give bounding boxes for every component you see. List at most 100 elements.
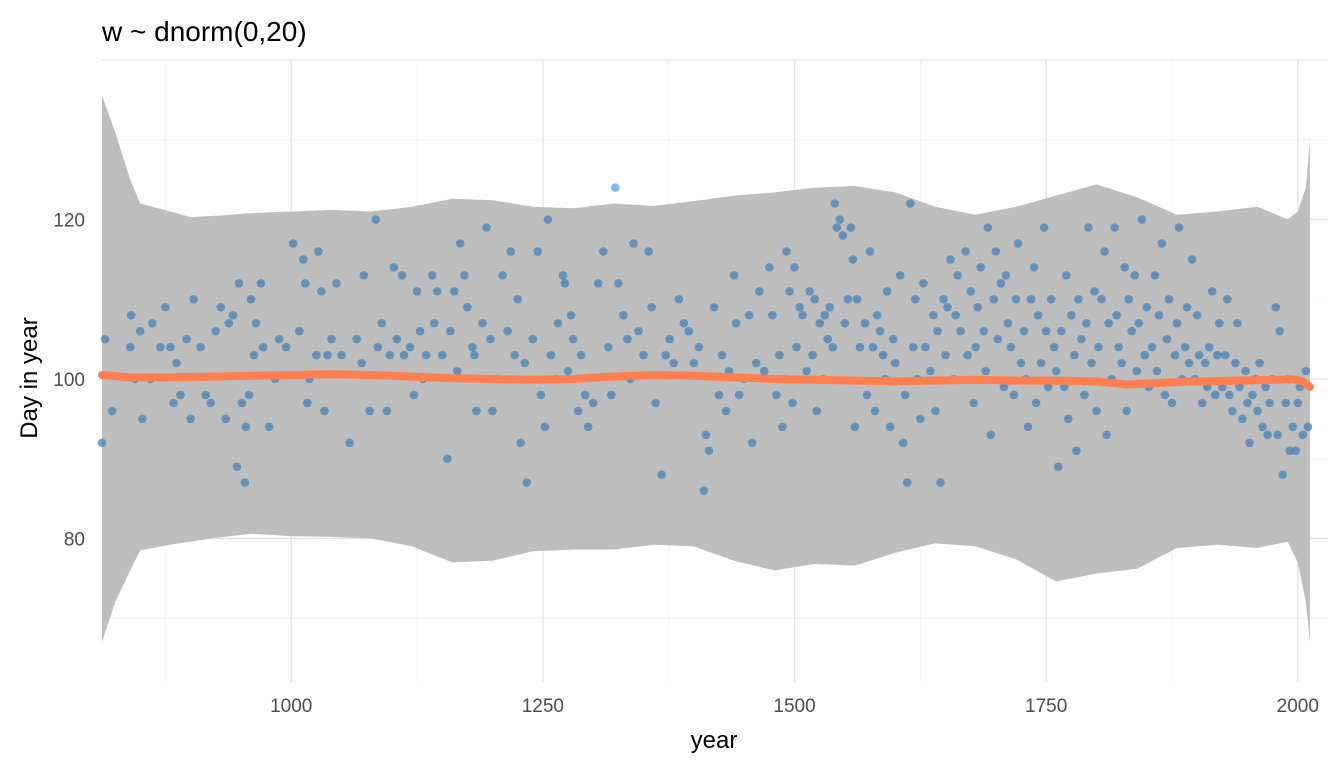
- data-point: [201, 390, 210, 400]
- data-point: [224, 318, 234, 328]
- data-point: [1241, 366, 1250, 376]
- data-point: [1278, 470, 1287, 480]
- data-point: [182, 334, 191, 344]
- data-point: [1057, 326, 1066, 336]
- data-point: [674, 294, 684, 304]
- data-point: [156, 342, 165, 352]
- data-point: [798, 310, 807, 320]
- data-point: [785, 287, 794, 296]
- data-point: [651, 398, 660, 408]
- data-point: [855, 342, 865, 352]
- data-point: [976, 263, 985, 272]
- data-point: [468, 342, 477, 352]
- data-point: [281, 342, 291, 352]
- data-point: [1281, 398, 1290, 408]
- data-point: [301, 279, 310, 288]
- data-point: [973, 302, 982, 312]
- data-point: [1162, 334, 1172, 344]
- data-point: [979, 326, 989, 336]
- data-point: [993, 334, 1003, 344]
- data-point: [580, 390, 590, 400]
- data-point: [568, 334, 578, 344]
- data-point: [999, 382, 1009, 392]
- data-point: [1248, 390, 1257, 400]
- data-point: [862, 390, 872, 400]
- data-point: [906, 199, 915, 208]
- data-point: [1273, 430, 1282, 440]
- data-point: [1170, 350, 1180, 360]
- data-point: [815, 318, 824, 328]
- data-point: [498, 271, 507, 280]
- data-point: [860, 318, 870, 328]
- data-point: [314, 247, 323, 256]
- data-point: [644, 247, 653, 256]
- data-point: [895, 271, 905, 280]
- data-point: [553, 318, 563, 328]
- data-point: [456, 239, 465, 248]
- data-point: [1019, 326, 1029, 336]
- data-point: [563, 366, 573, 376]
- data-point: [303, 398, 312, 408]
- data-point: [1120, 263, 1129, 272]
- data-point: [956, 326, 965, 336]
- data-point: [731, 318, 741, 328]
- y-tick-label: 100: [53, 370, 85, 391]
- data-point: [1200, 358, 1210, 368]
- data-point: [244, 390, 254, 400]
- data-point: [1043, 382, 1053, 392]
- data-point: [936, 478, 945, 487]
- data-point: [546, 350, 556, 360]
- data-point: [1041, 326, 1051, 336]
- data-point: [1003, 318, 1013, 328]
- data-point: [1013, 239, 1023, 248]
- data-point: [734, 390, 744, 400]
- data-point: [1026, 294, 1036, 304]
- data-point: [1049, 342, 1059, 352]
- data-point: [409, 390, 419, 400]
- data-point: [460, 271, 469, 280]
- data-point: [929, 310, 938, 320]
- data-point: [365, 406, 375, 416]
- data-point: [1092, 406, 1101, 416]
- data-point: [840, 318, 850, 328]
- data-point: [397, 271, 407, 280]
- data-point: [470, 350, 479, 360]
- data-point: [258, 342, 268, 352]
- data-point: [1164, 294, 1174, 304]
- data-point: [850, 422, 860, 432]
- data-point: [482, 223, 491, 232]
- data-point: [1265, 398, 1274, 408]
- data-point: [909, 342, 918, 352]
- data-point: [573, 406, 583, 416]
- data-point: [775, 350, 784, 360]
- data-point: [1102, 430, 1111, 440]
- data-point: [148, 318, 157, 328]
- data-point: [371, 215, 381, 224]
- data-point: [533, 247, 543, 256]
- data-point: [846, 223, 856, 232]
- data-point: [488, 406, 497, 416]
- data-point: [1100, 247, 1109, 256]
- data-point: [989, 294, 999, 304]
- data-point: [421, 350, 431, 360]
- data-point: [939, 294, 948, 304]
- data-point: [1064, 414, 1073, 424]
- y-axis-ticks: 80 100 120: [53, 210, 85, 550]
- data-point: [1094, 342, 1103, 352]
- data-point: [729, 271, 739, 280]
- data-point: [1072, 446, 1081, 456]
- y-tick-label: 80: [64, 529, 85, 550]
- data-point: [583, 422, 593, 432]
- x-tick-label: 1000: [270, 696, 312, 717]
- data-point: [1263, 430, 1272, 440]
- data-point: [1152, 366, 1162, 376]
- data-point: [576, 350, 586, 360]
- data-point: [510, 350, 519, 360]
- data-point: [919, 279, 928, 288]
- data-point: [1204, 342, 1214, 352]
- data-point: [1122, 406, 1131, 416]
- data-point: [1238, 414, 1247, 424]
- data-point: [1192, 310, 1202, 320]
- data-point: [593, 279, 603, 288]
